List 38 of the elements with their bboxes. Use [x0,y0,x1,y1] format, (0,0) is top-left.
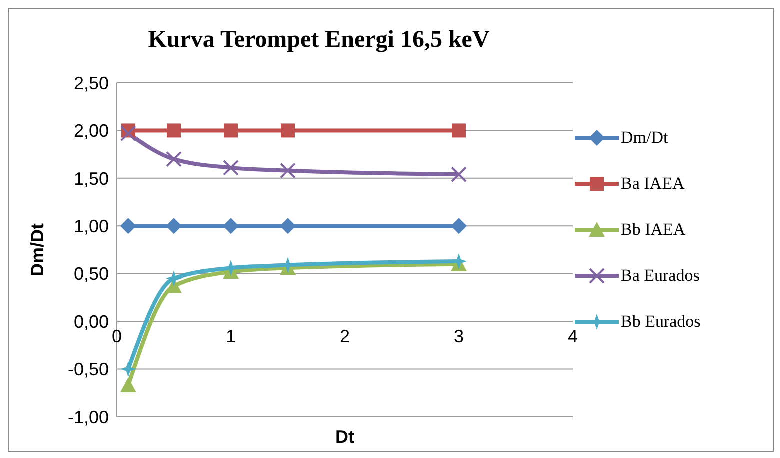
point [120,378,136,393]
point [167,124,181,138]
point [120,218,136,234]
y-tick-label: 0,50 [74,264,109,284]
point [224,124,238,138]
point [451,218,467,234]
point [452,124,466,138]
point [451,166,467,183]
y-tick-label: -1,00 [68,407,109,428]
point [280,162,296,179]
y-tick-label: 2,50 [74,73,109,94]
legend-label: Bb IAEA [621,220,686,240]
x-tick-label: 3 [454,326,464,346]
x-tick-label: 2 [340,326,350,346]
legend-label: Dm/Dt [621,128,668,148]
chart-title: Kurva Terompet Energi 16,5 keV [147,27,491,54]
x-tick-label: 4 [568,326,578,346]
legend-label: Ba Eurados [621,266,700,286]
point [281,124,295,138]
y-tick-label: 0,00 [74,312,109,332]
legend-label: Ba IAEA [621,174,685,194]
point [166,218,182,234]
point [120,126,136,142]
x-tick-label: 1 [226,326,236,346]
x-axis-title: Dt [336,427,354,447]
point [166,270,182,287]
y-tick-label: 1,50 [74,168,109,189]
y-tick-label: 2,00 [74,121,109,142]
point [120,361,136,378]
point [280,218,296,234]
y-tick-label: 1,00 [74,216,109,237]
y-axis-title: Dm/Dt [27,223,48,276]
x-tick-label: 0 [112,326,122,346]
point [223,218,239,234]
point [166,151,182,168]
point [223,160,239,176]
y-tick-label: -0,50 [68,360,109,380]
legend-label: Bb Eurados [621,312,701,332]
